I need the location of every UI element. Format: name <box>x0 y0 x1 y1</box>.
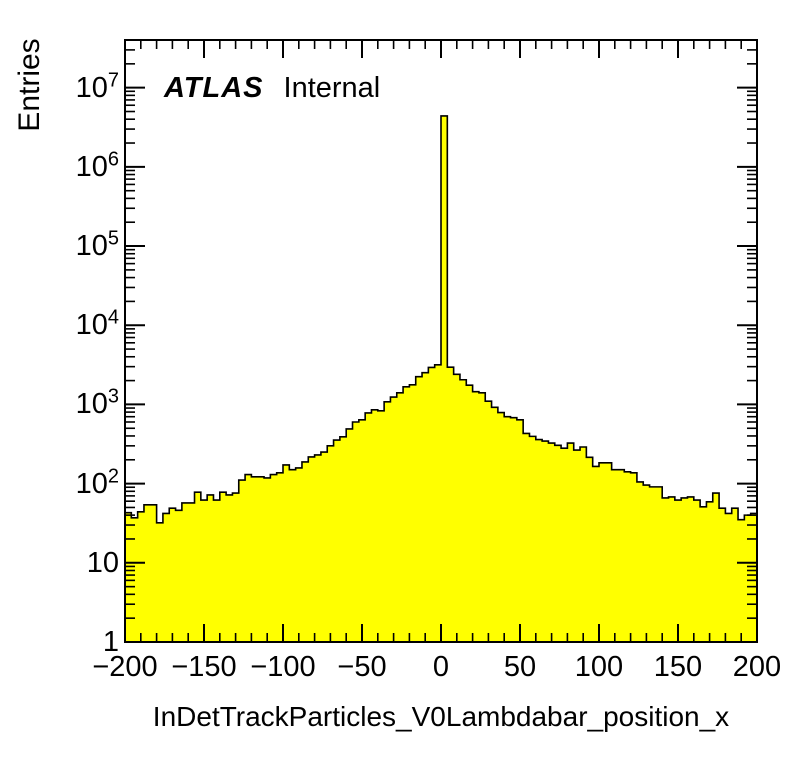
plot-frame <box>124 39 758 643</box>
histogram-series <box>124 115 758 643</box>
